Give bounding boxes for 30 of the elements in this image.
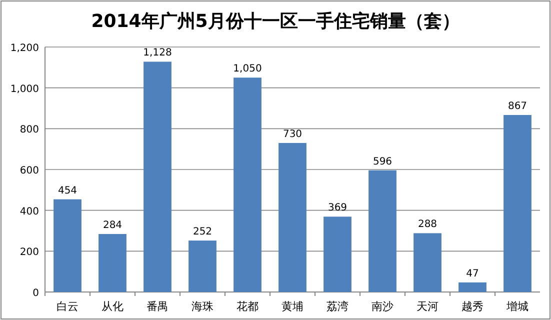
data-label: 867 bbox=[508, 100, 528, 112]
x-tick-label: 天河 bbox=[416, 300, 438, 313]
data-label: 47 bbox=[466, 268, 479, 280]
x-tick-label: 白云 bbox=[56, 300, 78, 313]
x-tick-label: 南沙 bbox=[372, 300, 394, 313]
chart-title: 2014年广州5月份十一区一手住宅销量（套） bbox=[91, 11, 460, 32]
x-tick-label: 越秀 bbox=[462, 300, 484, 313]
data-label: 1,050 bbox=[233, 64, 262, 75]
y-tick-label: 1,000 bbox=[10, 84, 39, 95]
data-label: 288 bbox=[418, 219, 438, 230]
data-label: 596 bbox=[372, 156, 392, 168]
data-label: 284 bbox=[102, 220, 122, 232]
y-tick-label: 400 bbox=[20, 206, 39, 218]
x-tick-label: 花都 bbox=[236, 300, 258, 313]
data-label: 1,128 bbox=[143, 48, 172, 59]
y-tick-label: 0 bbox=[32, 288, 39, 299]
data-label: 369 bbox=[328, 202, 348, 214]
data-label: 454 bbox=[58, 185, 78, 196]
y-tick-label: 200 bbox=[20, 247, 39, 258]
x-tick-label: 荔湾 bbox=[326, 300, 348, 313]
x-tick-label: 海珠 bbox=[192, 300, 214, 313]
x-tick-label: 番禺 bbox=[146, 300, 168, 313]
y-tick-label: 600 bbox=[20, 166, 39, 176]
data-label: 730 bbox=[282, 128, 302, 140]
y-tick-label: 1,200 bbox=[10, 43, 39, 54]
x-tick-label: 黄埔 bbox=[282, 300, 304, 313]
y-tick-label: 800 bbox=[20, 124, 39, 136]
x-tick-label: 增城 bbox=[506, 300, 528, 313]
data-label: 252 bbox=[192, 226, 212, 238]
x-tick-label: 从化 bbox=[102, 300, 124, 313]
